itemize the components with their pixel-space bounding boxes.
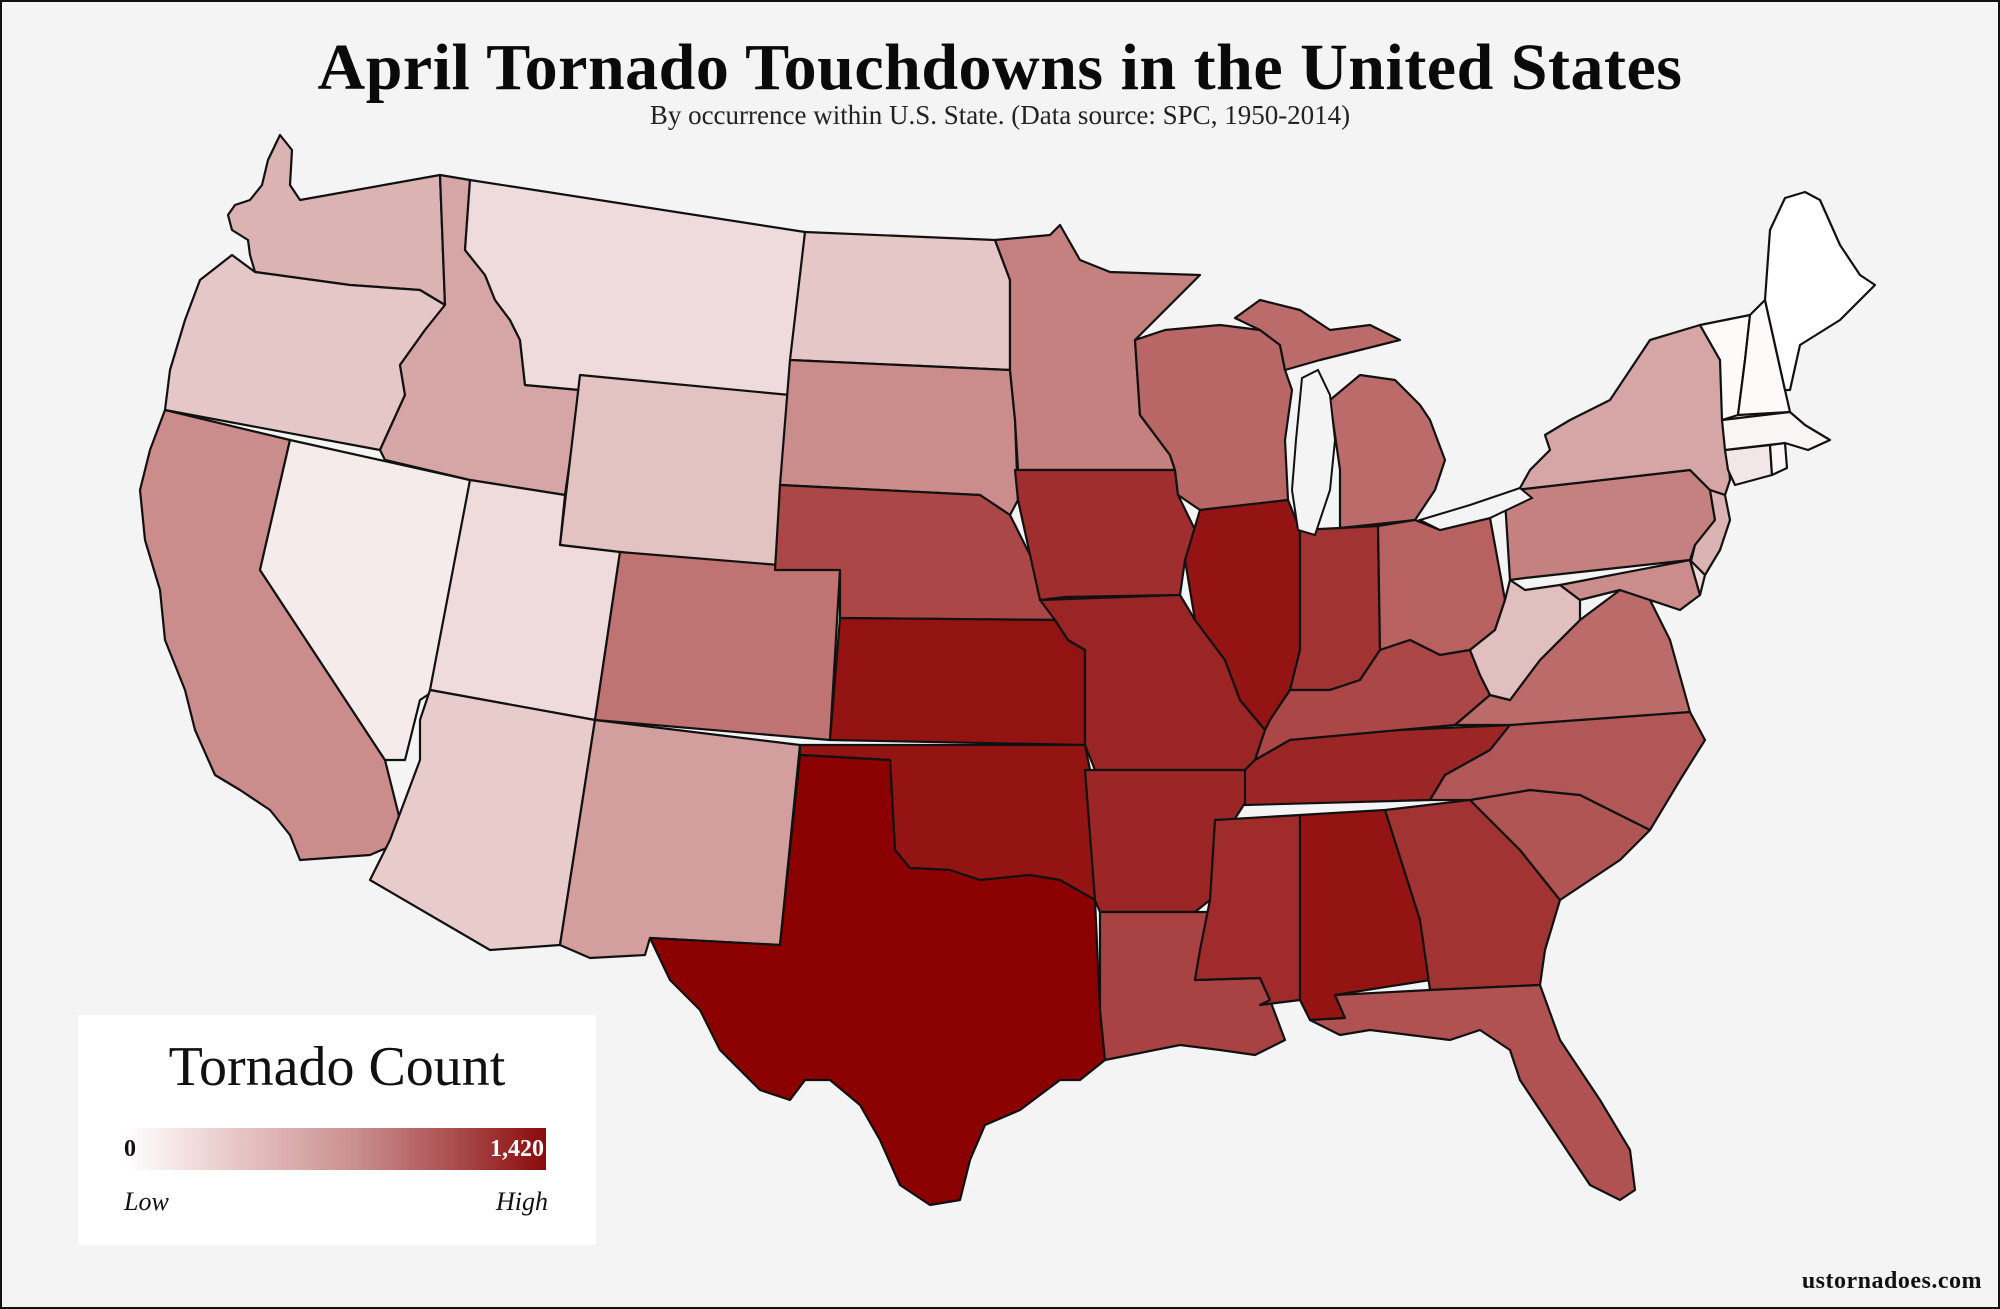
state-wyoming: [558, 373, 792, 572]
state-ohio: [1376, 516, 1507, 657]
lake-erie: [1417, 486, 1534, 532]
state-florida: [1308, 983, 1637, 1202]
state-indiana: [1288, 524, 1382, 692]
map-title: April Tornado Touchdowns in the United S…: [317, 31, 1683, 104]
legend: Tornado Count 0 1,420 Low High: [78, 1015, 596, 1245]
map-subtitle: By occurrence within U.S. State. (Data s…: [649, 100, 1351, 130]
legend-max-value: 1,420: [490, 1136, 544, 1162]
state-new-mexico: [558, 718, 802, 960]
state-maine: [1763, 190, 1877, 392]
lake-michigan: [1290, 368, 1337, 537]
state-rhode-island: [1768, 441, 1789, 477]
state-texas: [648, 753, 1107, 1207]
state-kansas: [828, 616, 1087, 747]
legend-low-label: Low: [124, 1187, 169, 1216]
legend-min-value: 0: [124, 1136, 136, 1162]
legend-color-scale: [126, 1128, 546, 1170]
legend-high-label: High: [496, 1187, 548, 1216]
state-north-dakota: [788, 230, 1012, 372]
state-massachusetts: [1720, 410, 1832, 452]
legend-title: Tornado Count: [168, 1036, 506, 1098]
state-colorado: [593, 550, 842, 742]
state-california: [138, 408, 407, 862]
state-iowa: [1013, 468, 1202, 602]
state-delaware: [1688, 558, 1707, 597]
state-new-york: [1513, 323, 1732, 497]
source-credit: ustornadoes.com: [1801, 1268, 1982, 1294]
state-wisconsin: [1133, 323, 1294, 512]
state-michigan: [1328, 373, 1447, 530]
state-connecticut: [1723, 443, 1774, 487]
state-michigan-up: [1233, 298, 1402, 372]
state-north-carolina: [1428, 710, 1707, 832]
state-washington: [226, 133, 447, 307]
